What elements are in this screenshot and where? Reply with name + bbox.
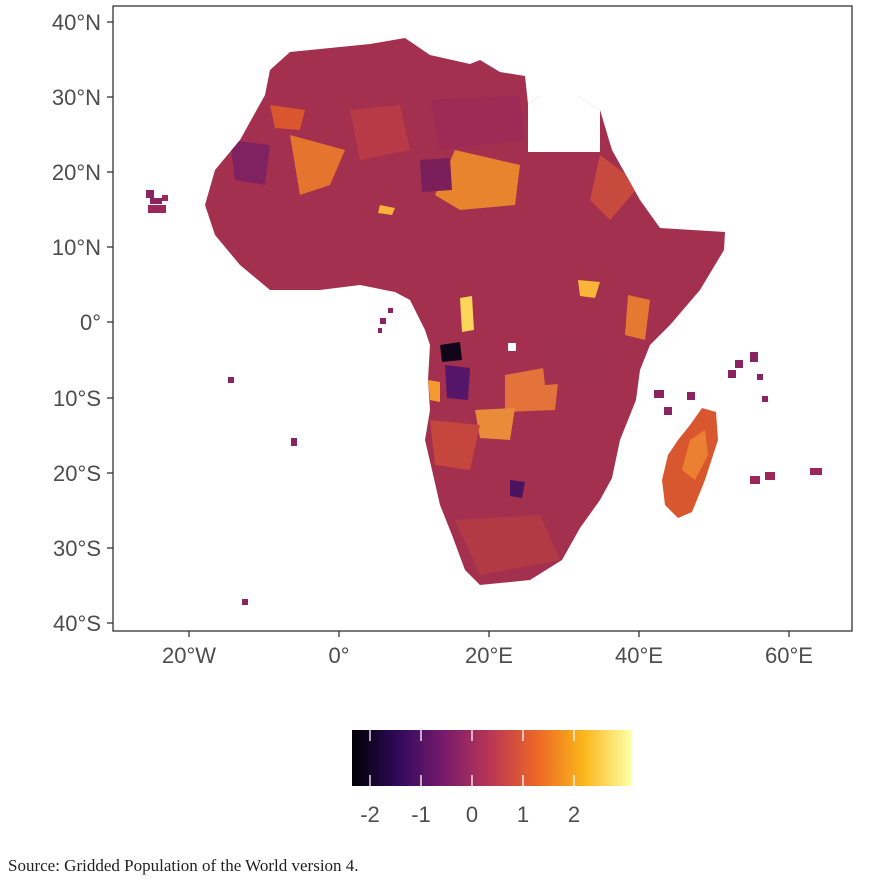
island [150,198,162,204]
region-dark [510,480,525,498]
legend-tick-label: -2 [360,802,380,827]
y-tick-label: 40°N [52,10,101,35]
region-bright [378,205,395,215]
madagascar-interior [682,430,708,480]
x-tick-label: 20°W [162,643,216,668]
region-bright [435,150,520,210]
island [687,392,695,400]
x-tick-label: 40°E [615,643,663,668]
island [146,190,154,198]
region-bright [428,380,440,402]
source-caption: Source: Gridded Population of the World … [8,856,359,875]
island [291,438,297,446]
y-tick-label: 30°N [52,85,101,110]
region-bright [290,135,345,195]
legend-tick-label: 2 [568,802,580,827]
y-tick-label: 40°S [53,611,101,636]
region-mid [455,515,560,575]
x-tick-label: 20°E [465,643,513,668]
legend-tick-label: -1 [411,802,431,827]
island [380,318,386,324]
island [762,396,768,402]
region-mid [430,95,525,150]
y-tick-label: 30°S [53,536,101,561]
region-dark [445,365,470,400]
legend-tick-label: 0 [466,802,478,827]
island [765,472,775,480]
island [654,390,664,398]
africa-choropleth-map: 40°N 30°N 20°N 10°N 0° 10°S 20°S 30°S 40… [52,5,853,827]
y-tick-label: 0° [80,310,101,335]
island [750,476,760,484]
region-bright [578,280,600,298]
island [148,205,166,213]
region-mid [350,105,410,160]
y-tick-label: 20°N [52,160,101,185]
legend-tick-label: 1 [517,802,529,827]
island [388,308,393,313]
y-axis: 40°N 30°N 20°N 10°N 0° 10°S 20°S 30°S 40… [52,10,113,636]
island [757,374,763,380]
island [242,599,248,605]
island [664,407,672,415]
region-dark [230,140,270,185]
region-bright [590,155,640,220]
region-dark [420,158,452,192]
y-tick-label: 20°S [53,461,101,486]
y-tick-label: 10°S [53,386,101,411]
island [728,370,736,378]
region-mid [540,335,610,385]
island [162,195,168,201]
color-legend: -2 -1 0 1 2 [352,730,631,827]
y-tick-label: 10°N [52,235,101,260]
island [378,328,382,333]
island [750,352,758,362]
region-bright [625,295,650,340]
region-darkest [440,342,462,362]
islands [146,190,822,605]
colorbar-ticks [369,730,575,786]
region-bright [460,296,474,332]
no-data-region [508,343,516,351]
island [228,377,234,383]
region-mid [430,420,480,470]
island [810,468,822,475]
x-tick-label: 0° [328,643,349,668]
colorbar [352,730,631,786]
island [735,360,743,368]
region-bright [475,408,515,440]
x-axis: 20°W 0° 20°E 40°E 60°E [162,631,813,668]
x-tick-label: 60°E [765,643,813,668]
region-bright [270,105,305,130]
